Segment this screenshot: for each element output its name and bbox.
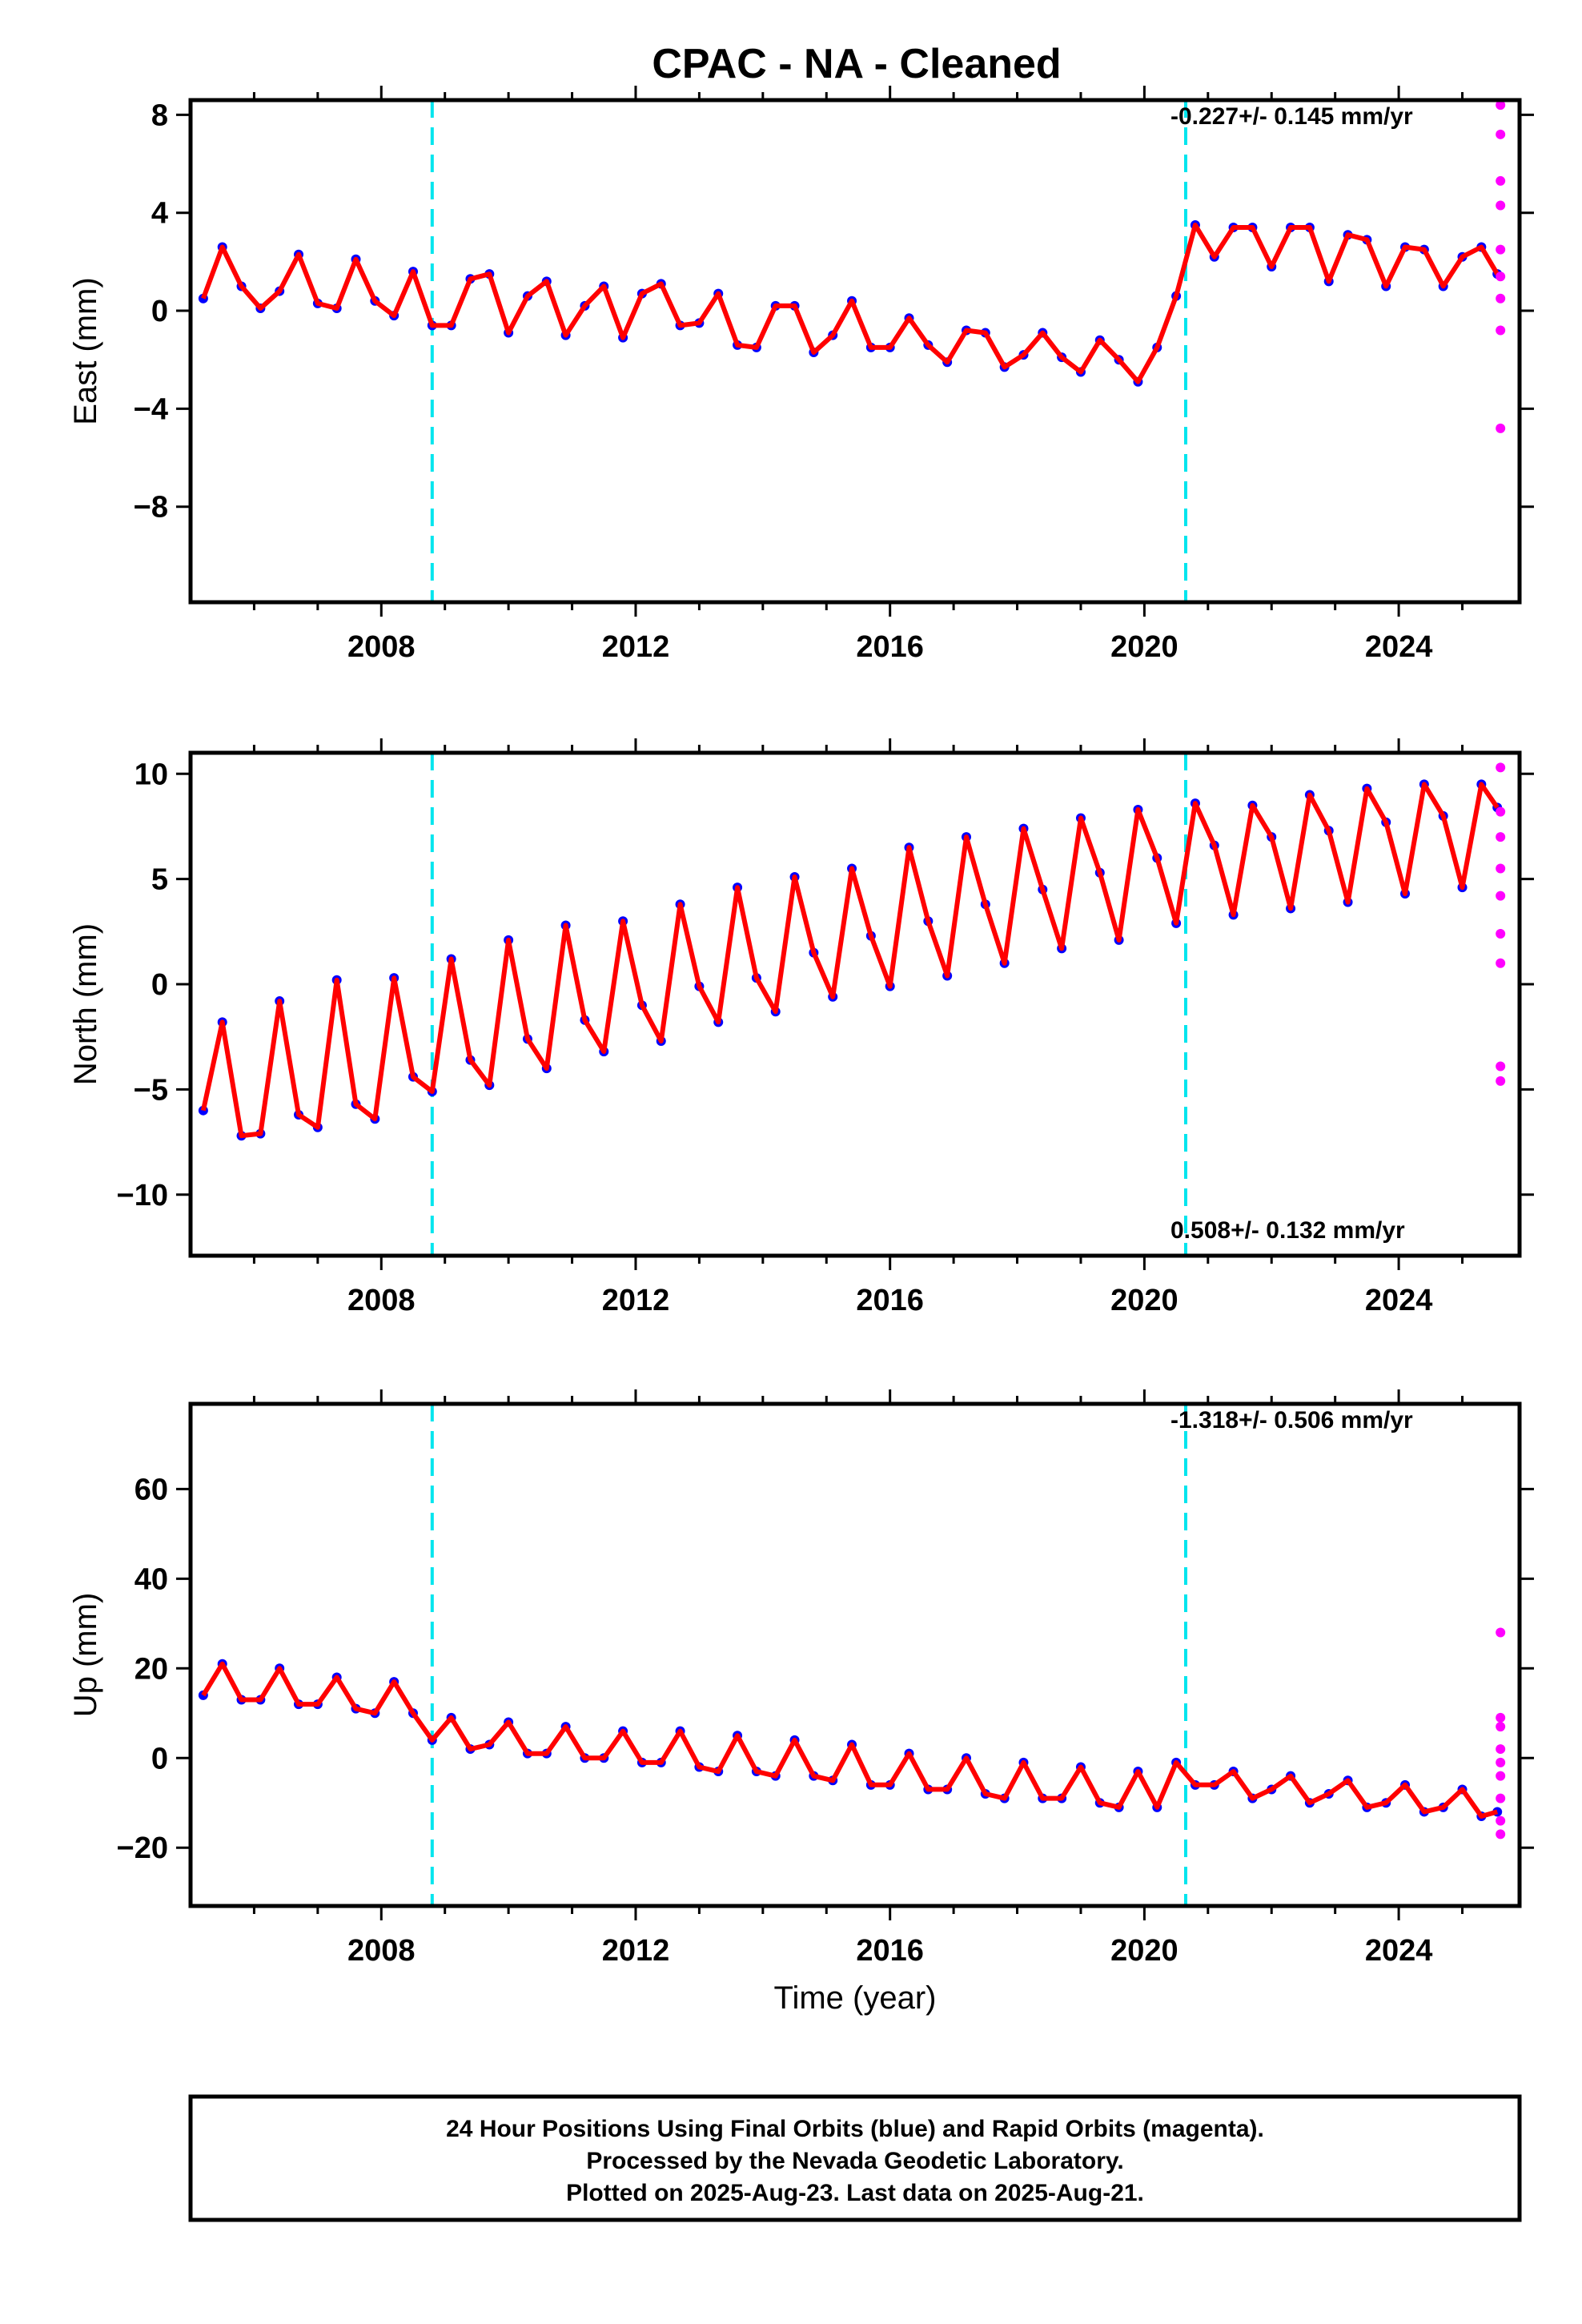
east-x-tick-label: 2016 [856,630,924,664]
up-x-tick-label: 2012 [602,1934,670,1968]
north-y-tick-label: 10 [135,758,168,791]
north-rate-label: 0.508+/- 0.132 mm/yr [1170,1217,1405,1244]
east-rapid-point [1496,325,1506,336]
north-rapid-point [1496,1061,1506,1072]
up-rapid-point [1496,1829,1506,1839]
north-y-tick-label: −5 [134,1073,168,1107]
east-y-tick-label: −8 [134,491,168,525]
up-x-tick-label: 2024 [1365,1934,1433,1968]
north-rapid-point [1496,958,1506,968]
east-plot-area [191,100,1520,602]
up-rapid-point [1496,1722,1506,1732]
north-rapid-point [1496,928,1506,939]
up-rapid-point [1496,1815,1506,1826]
east-x-tick-label: 2024 [1365,630,1433,664]
east-y-tick-label: 8 [151,99,168,132]
up-x-tick-label: 2016 [856,1934,924,1968]
east-rate-label: -0.227+/- 0.145 mm/yr [1170,103,1413,130]
up-x-tick-label: 2008 [347,1934,416,1968]
up-model-line [201,1661,1499,1819]
caption-line-2: Processed by the Nevada Geodetic Laborat… [586,2148,1123,2174]
north-frame [188,750,1522,1258]
east-x-tick-label: 2008 [347,630,416,664]
north-y-tick-label: 0 [151,968,168,1002]
east-x-tick-label: 2020 [1110,630,1178,664]
east-x-tick-label: 2012 [602,630,670,664]
north-plot-area [191,753,1520,1256]
up-y-tick-label: 40 [135,1562,168,1596]
east-frame [188,98,1522,605]
east-rapid-point [1496,423,1506,433]
east-rapid-point [1496,100,1506,111]
north-model-line [200,782,1500,1139]
up-x-axis-label: Time (year) [774,1980,937,2016]
north-rapid-point [1496,891,1506,901]
east-rapid-point [1496,293,1506,304]
up-rapid-point [1496,1712,1506,1723]
north-rapid-point [1496,1076,1506,1086]
east-rapid-point [1496,129,1506,139]
up-x-tick-label: 2020 [1110,1934,1178,1968]
east-model-line [201,223,1500,384]
up-rapid-point [1496,1627,1506,1638]
up-y-tick-label: 0 [151,1742,168,1775]
north-x-tick-label: 2016 [856,1284,924,1317]
north-y-tick-label: 5 [151,863,168,897]
north-x-tick-label: 2012 [602,1284,670,1317]
up-y-tick-label: 60 [135,1473,168,1506]
north-rapid-point [1496,832,1506,842]
east-y-tick-label: 0 [151,295,168,328]
east-rapid-point [1496,175,1506,186]
north-rapid-point [1496,762,1506,773]
caption-box: 24 Hour Positions Using Final Orbits (bl… [188,2094,1522,2222]
up-rapid-point [1496,1744,1506,1755]
up-panel: 2008 2012 2016 2020 2024 −20 0 20 40 60 Up (mm) Tim… [68,1389,1534,2016]
caption-line-3: Plotted on 2025-Aug-23. Last data on 202… [566,2180,1144,2206]
north-y-axis-label: North (mm) [68,923,103,1085]
up-rate-label: -1.318+/- 0.506 mm/yr [1170,1407,1413,1433]
east-y-tick-label: 4 [151,197,168,231]
up-rapid-point [1496,1757,1506,1767]
up-y-axis-label: Up (mm) [68,1593,103,1718]
east-y-tick-label: −4 [134,392,168,426]
up-y-tick-label: 20 [135,1652,168,1686]
north-rapid-point [1496,863,1506,874]
east-rapid-point [1496,200,1506,211]
north-x-tick-label: 2008 [347,1284,416,1317]
north-x-tick-label: 2020 [1110,1284,1178,1317]
up-plot-area [191,1404,1520,1906]
north-x-tick-label: 2024 [1365,1284,1433,1317]
up-rapid-point [1496,1793,1506,1803]
east-y-axis-label: East (mm) [68,277,103,424]
north-rapid-point [1496,806,1506,817]
east-rapid-point [1496,244,1506,255]
chart-title: CPAC - NA - Cleaned [652,41,1061,87]
north-y-tick-label: −10 [117,1179,168,1212]
east-panel: 2008 2012 2016 2020 2024 −8 −4 0 4 8 East (mm) -0.2… [68,86,1534,664]
east-rapid-point [1496,271,1506,282]
up-frame [188,1401,1522,1908]
north-panel: 2008 2012 2016 2020 2024 −10 −5 0 5 10 North (mm) 0… [68,738,1534,1317]
caption-line-1: 24 Hour Positions Using Final Orbits (bl… [446,2116,1264,2142]
up-y-tick-label: −20 [117,1831,168,1865]
up-rapid-point [1496,1771,1506,1781]
